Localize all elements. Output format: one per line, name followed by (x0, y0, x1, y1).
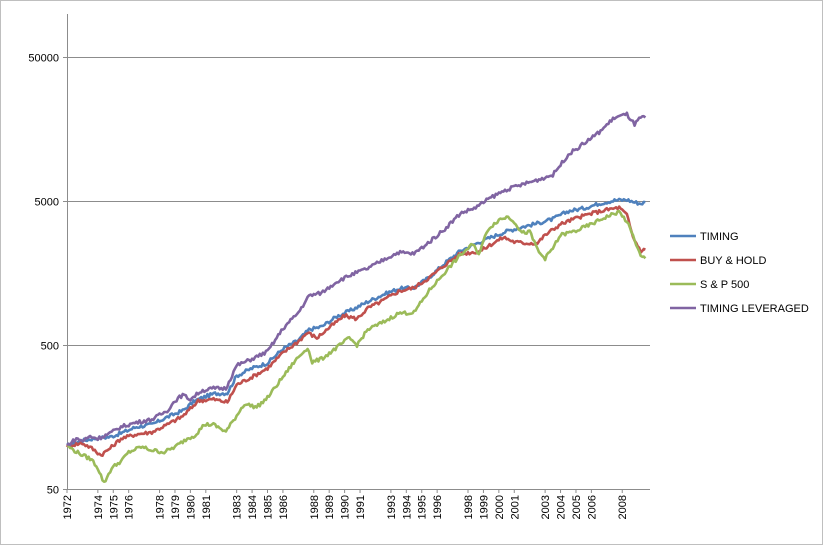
x-tick-label: 1991 (355, 495, 367, 519)
x-tick-label: 1986 (278, 495, 290, 519)
series-line-timing-leveraged (66, 111, 647, 447)
x-tick-label: 2003 (540, 495, 552, 519)
x-tick-label: 2006 (586, 495, 598, 519)
x-tick-label: 1980 (185, 495, 197, 519)
y-tick-label: 5000 (35, 197, 59, 209)
x-tick-label: 1974 (93, 495, 105, 519)
x-tick-label: 1976 (124, 495, 136, 519)
x-tick-label: 1985 (263, 495, 275, 519)
x-tick-label: 1995 (417, 495, 429, 519)
x-tick-label: 1989 (324, 495, 336, 519)
x-tick-label: 1983 (232, 495, 244, 519)
y-tick-label: 50000 (28, 53, 59, 65)
series-lines (65, 111, 647, 483)
x-axis-tick-labels: 1972 1974 1975 1976 1978 1979 1980 1981 1983 1984… (62, 495, 629, 519)
x-tick-label: 1972 (62, 495, 74, 519)
x-tick-label: 1975 (108, 495, 120, 519)
legend-label-s-p-500: S & P 500 (700, 279, 749, 291)
x-tick-label: 2000 (494, 495, 506, 519)
y-tick-label: 50 (47, 485, 59, 497)
x-tick-label: 1994 (401, 495, 413, 519)
legend-label-timing: TIMING (700, 231, 739, 243)
x-tick-label: 1979 (170, 495, 182, 519)
y-axis-tick-labels: 50 500 5000 50000 (28, 53, 59, 497)
legend-label-timing-leveraged: TIMING LEVERAGED (700, 303, 809, 315)
x-tick-label: 1984 (247, 495, 259, 519)
series-line-timing (66, 197, 646, 448)
y-tick-label: 500 (41, 341, 59, 353)
gridlines (67, 57, 650, 346)
x-tick-label: 1999 (478, 495, 490, 519)
x-tick-label: 2005 (571, 495, 583, 519)
axes (63, 14, 650, 493)
x-tick-label: 1993 (386, 495, 398, 519)
x-tick-label: 1998 (463, 495, 475, 519)
x-tick-label: 2004 (556, 495, 568, 519)
series-line-buy-hold (65, 205, 646, 457)
x-tick-label: 1990 (340, 495, 352, 519)
x-tick-label: 1988 (309, 495, 321, 519)
x-tick-label: 2008 (617, 495, 629, 519)
legend-label-buy-hold: BUY & HOLD (700, 255, 766, 267)
x-tick-label: 1978 (155, 495, 167, 519)
x-tick-label: 1981 (201, 495, 213, 519)
legend: TIMING BUY & HOLD S & P 500 TIMING LEVERAGE… (670, 231, 809, 315)
x-tick-label: 1996 (432, 495, 444, 519)
x-tick-label: 2001 (509, 495, 521, 519)
series-line-s-p-500 (66, 209, 647, 483)
